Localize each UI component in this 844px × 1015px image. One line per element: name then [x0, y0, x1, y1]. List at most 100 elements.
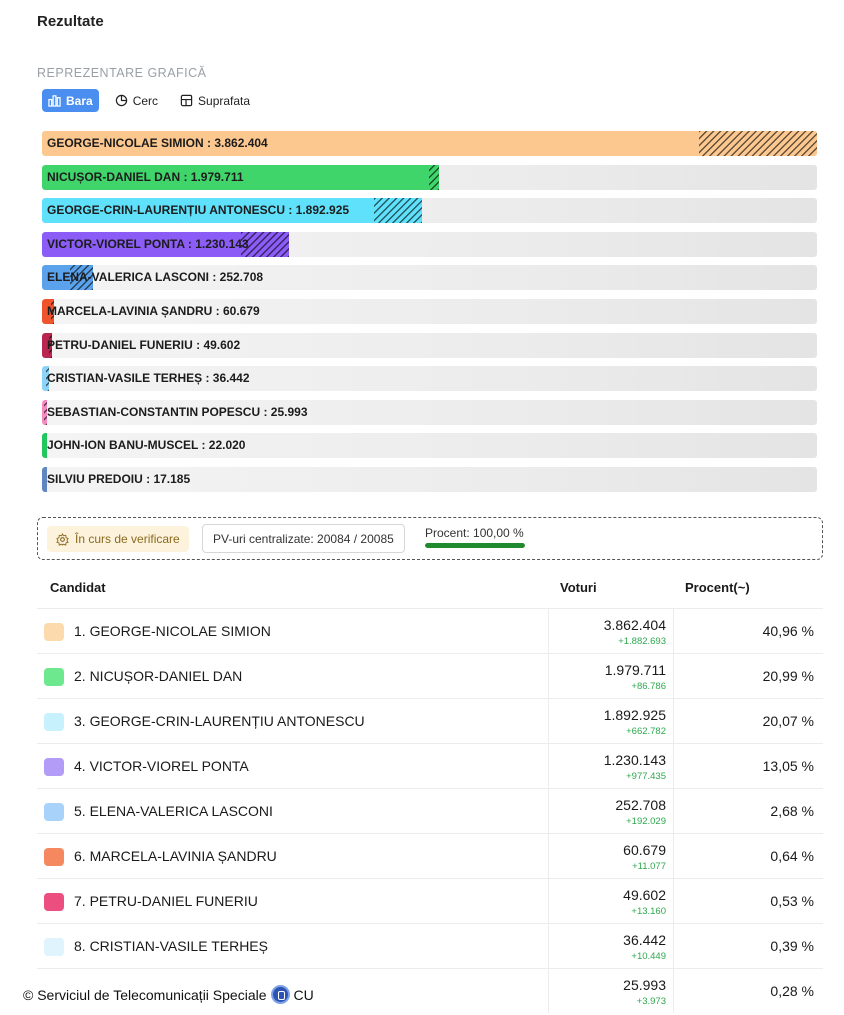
percent-value: 40,96 %: [762, 623, 814, 639]
table-row: 5. ELENA-VALERICA LASCONI 252.708 +192.029…: [37, 788, 823, 833]
votes-value: 36.442: [623, 932, 666, 948]
bar-row[interactable]: ELENA-VALERICA LASCONI : 252.708: [42, 265, 817, 291]
bar-row[interactable]: NICUȘOR-DANIEL DAN : 1.979.711: [42, 164, 817, 190]
bar-chart-icon: [48, 95, 61, 107]
progress-label: Procent: 100,00 %: [425, 526, 524, 540]
candidate-name: 5. ELENA-VALERICA LASCONI: [74, 803, 273, 819]
section-label: REPREZENTARE GRAFICĂ: [37, 66, 207, 80]
header-candidate: Candidat: [50, 580, 106, 595]
bar: [42, 332, 52, 358]
candidate-color-swatch: [44, 668, 64, 686]
tab-label: Suprafata: [198, 93, 251, 108]
percent-value: 0,39 %: [770, 938, 814, 954]
votes-cell: 252.708 +192.029: [548, 789, 674, 833]
bar-row[interactable]: GEORGE-CRIN-LAURENȚIU ANTONESCU : 1.892.…: [42, 198, 817, 224]
bar: [42, 298, 55, 324]
tab-bara[interactable]: Bara: [42, 89, 99, 112]
votes-cell: 1.892.925 +662.782: [548, 699, 674, 743]
progress-indicator: Procent: 100,00 %: [425, 526, 525, 548]
results-table: Candidat Voturi Procent(~) 1. GEORGE-NIC…: [37, 570, 823, 1013]
candidate-color-swatch: [44, 758, 64, 776]
bar-label: NICUȘOR-DANIEL DAN : 1.979.711: [47, 169, 244, 184]
votes-cell: 36.442 +10.449: [548, 924, 674, 968]
bar-label: MARCELA-LAVINIA ȘANDRU : 60.679: [47, 303, 260, 318]
table-row: 1. GEORGE-NICOLAE SIMION 3.862.404 +1.882.…: [37, 608, 823, 653]
candidate-name: 6. MARCELA-LAVINIA ȘANDRU: [74, 848, 277, 864]
votes-delta: +1.882.693: [618, 636, 666, 647]
chart-type-tabs: Bara Cerc Suprafata: [42, 89, 256, 112]
table-body: 1. GEORGE-NICOLAE SIMION 3.862.404 +1.882.…: [37, 608, 823, 1013]
bar-row[interactable]: JOHN-ION BANU-MUSCEL : 22.020: [42, 433, 817, 459]
bar-row[interactable]: VICTOR-VIOREL PONTA : 1.230.143: [42, 231, 817, 257]
votes-value: 1.979.711: [604, 662, 666, 678]
votes-value: 1.230.143: [603, 752, 666, 768]
tab-suprafata[interactable]: Suprafata: [174, 89, 256, 112]
bar-label: SEBASTIAN-CONSTANTIN POPESCU : 25.993: [47, 404, 308, 419]
bar-increment-hatch: [240, 231, 289, 257]
results-bar-chart: GEORGE-NICOLAE SIMION : 3.862.404 NICUȘOR…: [42, 131, 817, 501]
tab-label: Cerc: [132, 93, 159, 108]
bar-increment-hatch: [429, 164, 440, 190]
votes-delta: +3.973: [636, 996, 666, 1007]
votes-cell: 60.679 +11.077: [548, 834, 674, 878]
bar-label: PETRU-DANIEL FUNERIU : 49.602: [47, 337, 241, 352]
votes-value: 1.892.925: [603, 707, 666, 723]
bar: [42, 198, 422, 224]
votes-cell: 49.602 +13.160: [548, 879, 674, 923]
tab-cerc[interactable]: Cerc: [109, 89, 164, 112]
sts-seal-icon: [270, 985, 290, 1004]
candidate-color-swatch: [44, 623, 64, 641]
bar-increment-hatch: [48, 332, 52, 358]
votes-value: 60.679: [623, 842, 666, 858]
footer-suffix: CU: [293, 986, 314, 1003]
votes-delta: +192.029: [626, 816, 666, 827]
progress-bar: [425, 543, 525, 548]
treemap-icon: [180, 94, 193, 107]
candidate-color-swatch: [44, 938, 64, 956]
header-percent: Procent(~): [685, 580, 750, 595]
candidate-name: 8. CRISTIAN-VASILE TERHEȘ: [74, 938, 268, 954]
candidate-color-swatch: [44, 893, 64, 911]
percent-value: 0,64 %: [770, 848, 814, 864]
votes-delta: +977.435: [626, 771, 666, 782]
bar-label: VICTOR-VIOREL PONTA : 1.230.143: [47, 236, 249, 251]
candidate-color-swatch: [44, 848, 64, 866]
table-row: 25.993 +3.973 0,28 %: [37, 968, 823, 1013]
percent-value: 0,53 %: [770, 893, 814, 909]
header-votes: Voturi: [560, 580, 597, 595]
votes-cell: 1.230.143 +977.435: [548, 744, 674, 788]
bar-increment-hatch: [70, 265, 93, 291]
bar-row[interactable]: GEORGE-NICOLAE SIMION : 3.862.404: [42, 131, 817, 156]
table-row: 8. CRISTIAN-VASILE TERHEȘ 36.442 +10.449 0,…: [37, 923, 823, 968]
status-panel: În curs de verificare PV-uri centralizat…: [37, 517, 823, 560]
bar-label: GEORGE-CRIN-LAURENȚIU ANTONESCU : 1.892.…: [47, 203, 350, 218]
table-header: Candidat Voturi Procent(~): [37, 570, 823, 608]
bar-row[interactable]: PETRU-DANIEL FUNERIU : 49.602: [42, 332, 817, 358]
bar-label: GEORGE-NICOLAE SIMION : 3.862.404: [47, 136, 268, 150]
votes-value: 25.993: [623, 977, 666, 993]
bar-label: CRISTIAN-VASILE TERHEȘ : 36.442: [47, 371, 250, 386]
table-row: 4. VICTOR-VIOREL PONTA 1.230.143 +977.435 1…: [37, 743, 823, 788]
table-row: 2. NICUȘOR-DANIEL DAN 1.979.711 +86.786 20,…: [37, 653, 823, 698]
table-row: 7. PETRU-DANIEL FUNERIU 49.602 +13.160 0,53…: [37, 878, 823, 923]
percent-value: 13,05 %: [762, 758, 814, 774]
percent-value: 0,28 %: [770, 983, 814, 999]
votes-cell: 1.979.711 +86.786: [548, 654, 674, 698]
candidate-name: 3. GEORGE-CRIN-LAURENȚIU ANTONESCU: [74, 713, 365, 729]
candidate-name: 2. NICUȘOR-DANIEL DAN: [74, 668, 243, 684]
bar-row[interactable]: MARCELA-LAVINIA ȘANDRU : 60.679: [42, 298, 817, 324]
bar-row[interactable]: SILVIU PREDOIU : 17.185: [42, 466, 817, 492]
votes-delta: +86.786: [631, 681, 666, 692]
bar-increment-hatch: [51, 298, 55, 324]
pie-chart-icon: [115, 94, 127, 107]
candidate-color-swatch: [44, 713, 64, 731]
footer: © Serviciul de Telecomunicații Speciale …: [23, 985, 318, 1004]
bar-label: ELENA-VALERICA LASCONI : 252.708: [47, 270, 264, 285]
bar: [42, 131, 817, 156]
bar-row[interactable]: SEBASTIAN-CONSTANTIN POPESCU : 25.993: [42, 399, 817, 425]
progress-bar-fill: [425, 543, 525, 548]
votes-cell: 25.993 +3.973: [548, 969, 674, 1013]
bar: [42, 164, 440, 190]
bar: [42, 433, 47, 459]
bar-row[interactable]: CRISTIAN-VASILE TERHEȘ : 36.442: [42, 366, 817, 392]
